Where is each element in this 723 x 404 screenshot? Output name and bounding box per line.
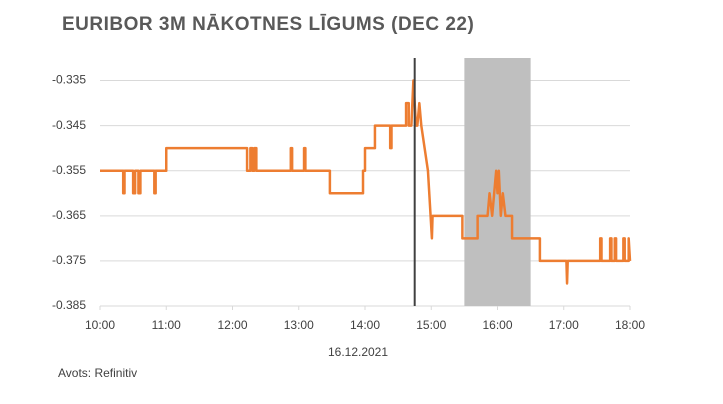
y-tick-label: -0.335 [52,73,86,87]
y-tick-label: -0.355 [52,163,86,177]
y-tick-label: -0.375 [52,253,86,267]
x-axis-label: 16.12.2021 [328,345,388,359]
y-tick-label: -0.345 [52,118,86,132]
x-tick-label: 17:00 [549,318,579,332]
x-tick-label: 11:00 [152,318,181,332]
x-tick-label: 12:00 [217,318,247,332]
x-tick-label: 13:00 [284,318,314,332]
chart-title: EURIBOR 3M NĀKOTNES LĪGUMS (DEC 22) [62,14,474,35]
y-tick-label: -0.385 [52,298,86,312]
x-tick-label: 16:00 [482,318,512,332]
y-tick-label: -0.365 [52,208,86,222]
x-tick-label: 14:00 [350,318,380,332]
x-tick-label: 15:00 [416,318,446,332]
x-tick-label: 10:00 [85,318,115,332]
x-tick-label: 18:00 [615,318,645,332]
source-note: Avots: Refinitiv [58,366,137,380]
line-series [100,79,632,285]
